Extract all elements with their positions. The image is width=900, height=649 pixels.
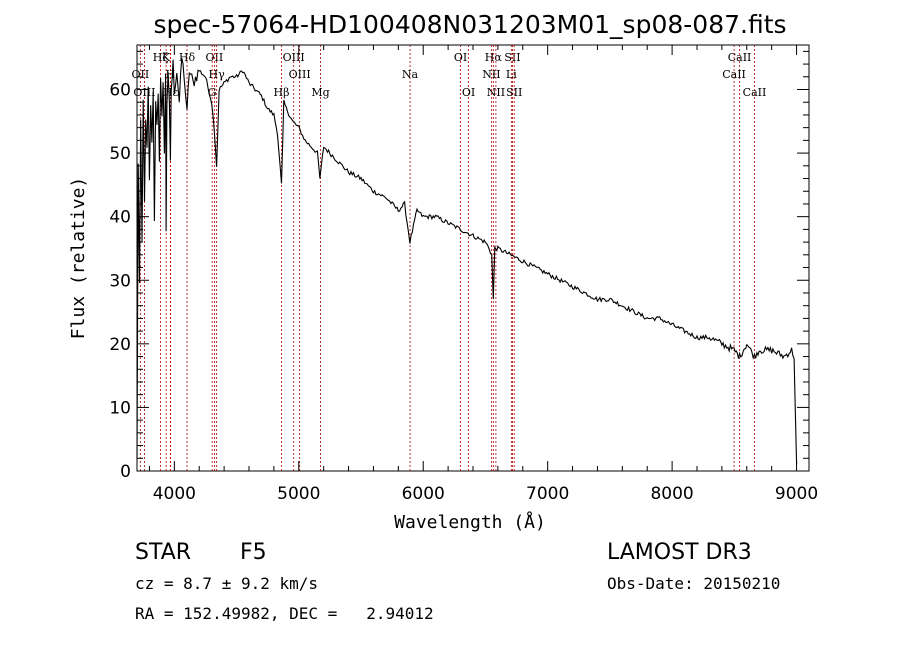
line-marker-label: OI bbox=[462, 86, 475, 99]
object-class: STAR bbox=[135, 540, 192, 565]
x-tick-label: 8000 bbox=[650, 484, 693, 504]
line-marker-label: NII bbox=[487, 86, 505, 99]
line-marker-label: SII bbox=[504, 51, 520, 64]
x-tick-label: 7000 bbox=[526, 484, 569, 504]
y-tick-label: 60 bbox=[109, 81, 131, 101]
emission-line-markers: HζOIIOIIIKHHεHδOIIHγGHβOIIIOIIIMgNaOIOIH… bbox=[132, 45, 767, 471]
line-marker-label: Hα bbox=[485, 51, 503, 64]
line-marker-label: NII bbox=[482, 68, 500, 81]
line-marker-label: CaII bbox=[728, 51, 752, 64]
y-tick-label: 10 bbox=[109, 398, 131, 418]
line-marker-label: G bbox=[208, 86, 217, 99]
line-marker-label: K bbox=[162, 51, 171, 64]
line-marker-label: CaII bbox=[722, 68, 746, 81]
line-marker-label: Mg bbox=[311, 86, 329, 99]
x-tick-label: 5000 bbox=[277, 484, 320, 504]
line-marker-label: OIII bbox=[283, 51, 305, 64]
spectrum-line bbox=[136, 58, 798, 465]
redshift-text: cz = 8.7 ± 9.2 km/s bbox=[135, 574, 319, 593]
object-subclass: F5 bbox=[240, 540, 267, 565]
plot-frame bbox=[136, 44, 810, 472]
line-marker-label: OIII bbox=[289, 68, 311, 81]
x-tick-label: 6000 bbox=[402, 484, 445, 504]
line-marker-label: Hβ bbox=[274, 86, 290, 99]
line-marker-label: Li bbox=[506, 68, 517, 81]
axis-ticks: 4000 5000 6000 7000 8000 9000 0 10 20 30 40 50 60 bbox=[109, 45, 818, 504]
y-tick-label: 50 bbox=[109, 144, 131, 164]
line-marker-label: OIII bbox=[133, 86, 155, 99]
x-tick-label: 4000 bbox=[153, 484, 196, 504]
y-tick-label: 40 bbox=[109, 208, 131, 228]
chart-title: spec-57064-HD100408N031203M01_sp08-087.f… bbox=[153, 10, 786, 39]
y-tick-label: 30 bbox=[109, 271, 131, 291]
line-marker-label: Hδ bbox=[179, 51, 196, 64]
line-marker-label: OI bbox=[454, 51, 467, 64]
y-axis-label: Flux (relative) bbox=[68, 177, 89, 340]
coordinates-text: RA = 152.49982, DEC = 2.94012 bbox=[135, 604, 434, 623]
x-tick-label: 9000 bbox=[775, 484, 818, 504]
line-marker-label: Hζ bbox=[153, 51, 169, 64]
y-tick-label: 20 bbox=[109, 335, 131, 355]
line-marker-label: OII bbox=[132, 68, 150, 81]
line-marker-label: Na bbox=[402, 68, 419, 81]
survey-name: LAMOST DR3 bbox=[607, 540, 752, 565]
line-marker-label: Hγ bbox=[209, 68, 226, 81]
line-marker-label: OII bbox=[206, 51, 224, 64]
observation-date: Obs-Date: 20150210 bbox=[607, 574, 781, 593]
x-axis-label: Wavelength (Å) bbox=[394, 511, 546, 533]
y-tick-label: 0 bbox=[120, 462, 131, 482]
line-marker-label: CaII bbox=[743, 86, 767, 99]
line-marker-label: SII bbox=[506, 86, 522, 99]
